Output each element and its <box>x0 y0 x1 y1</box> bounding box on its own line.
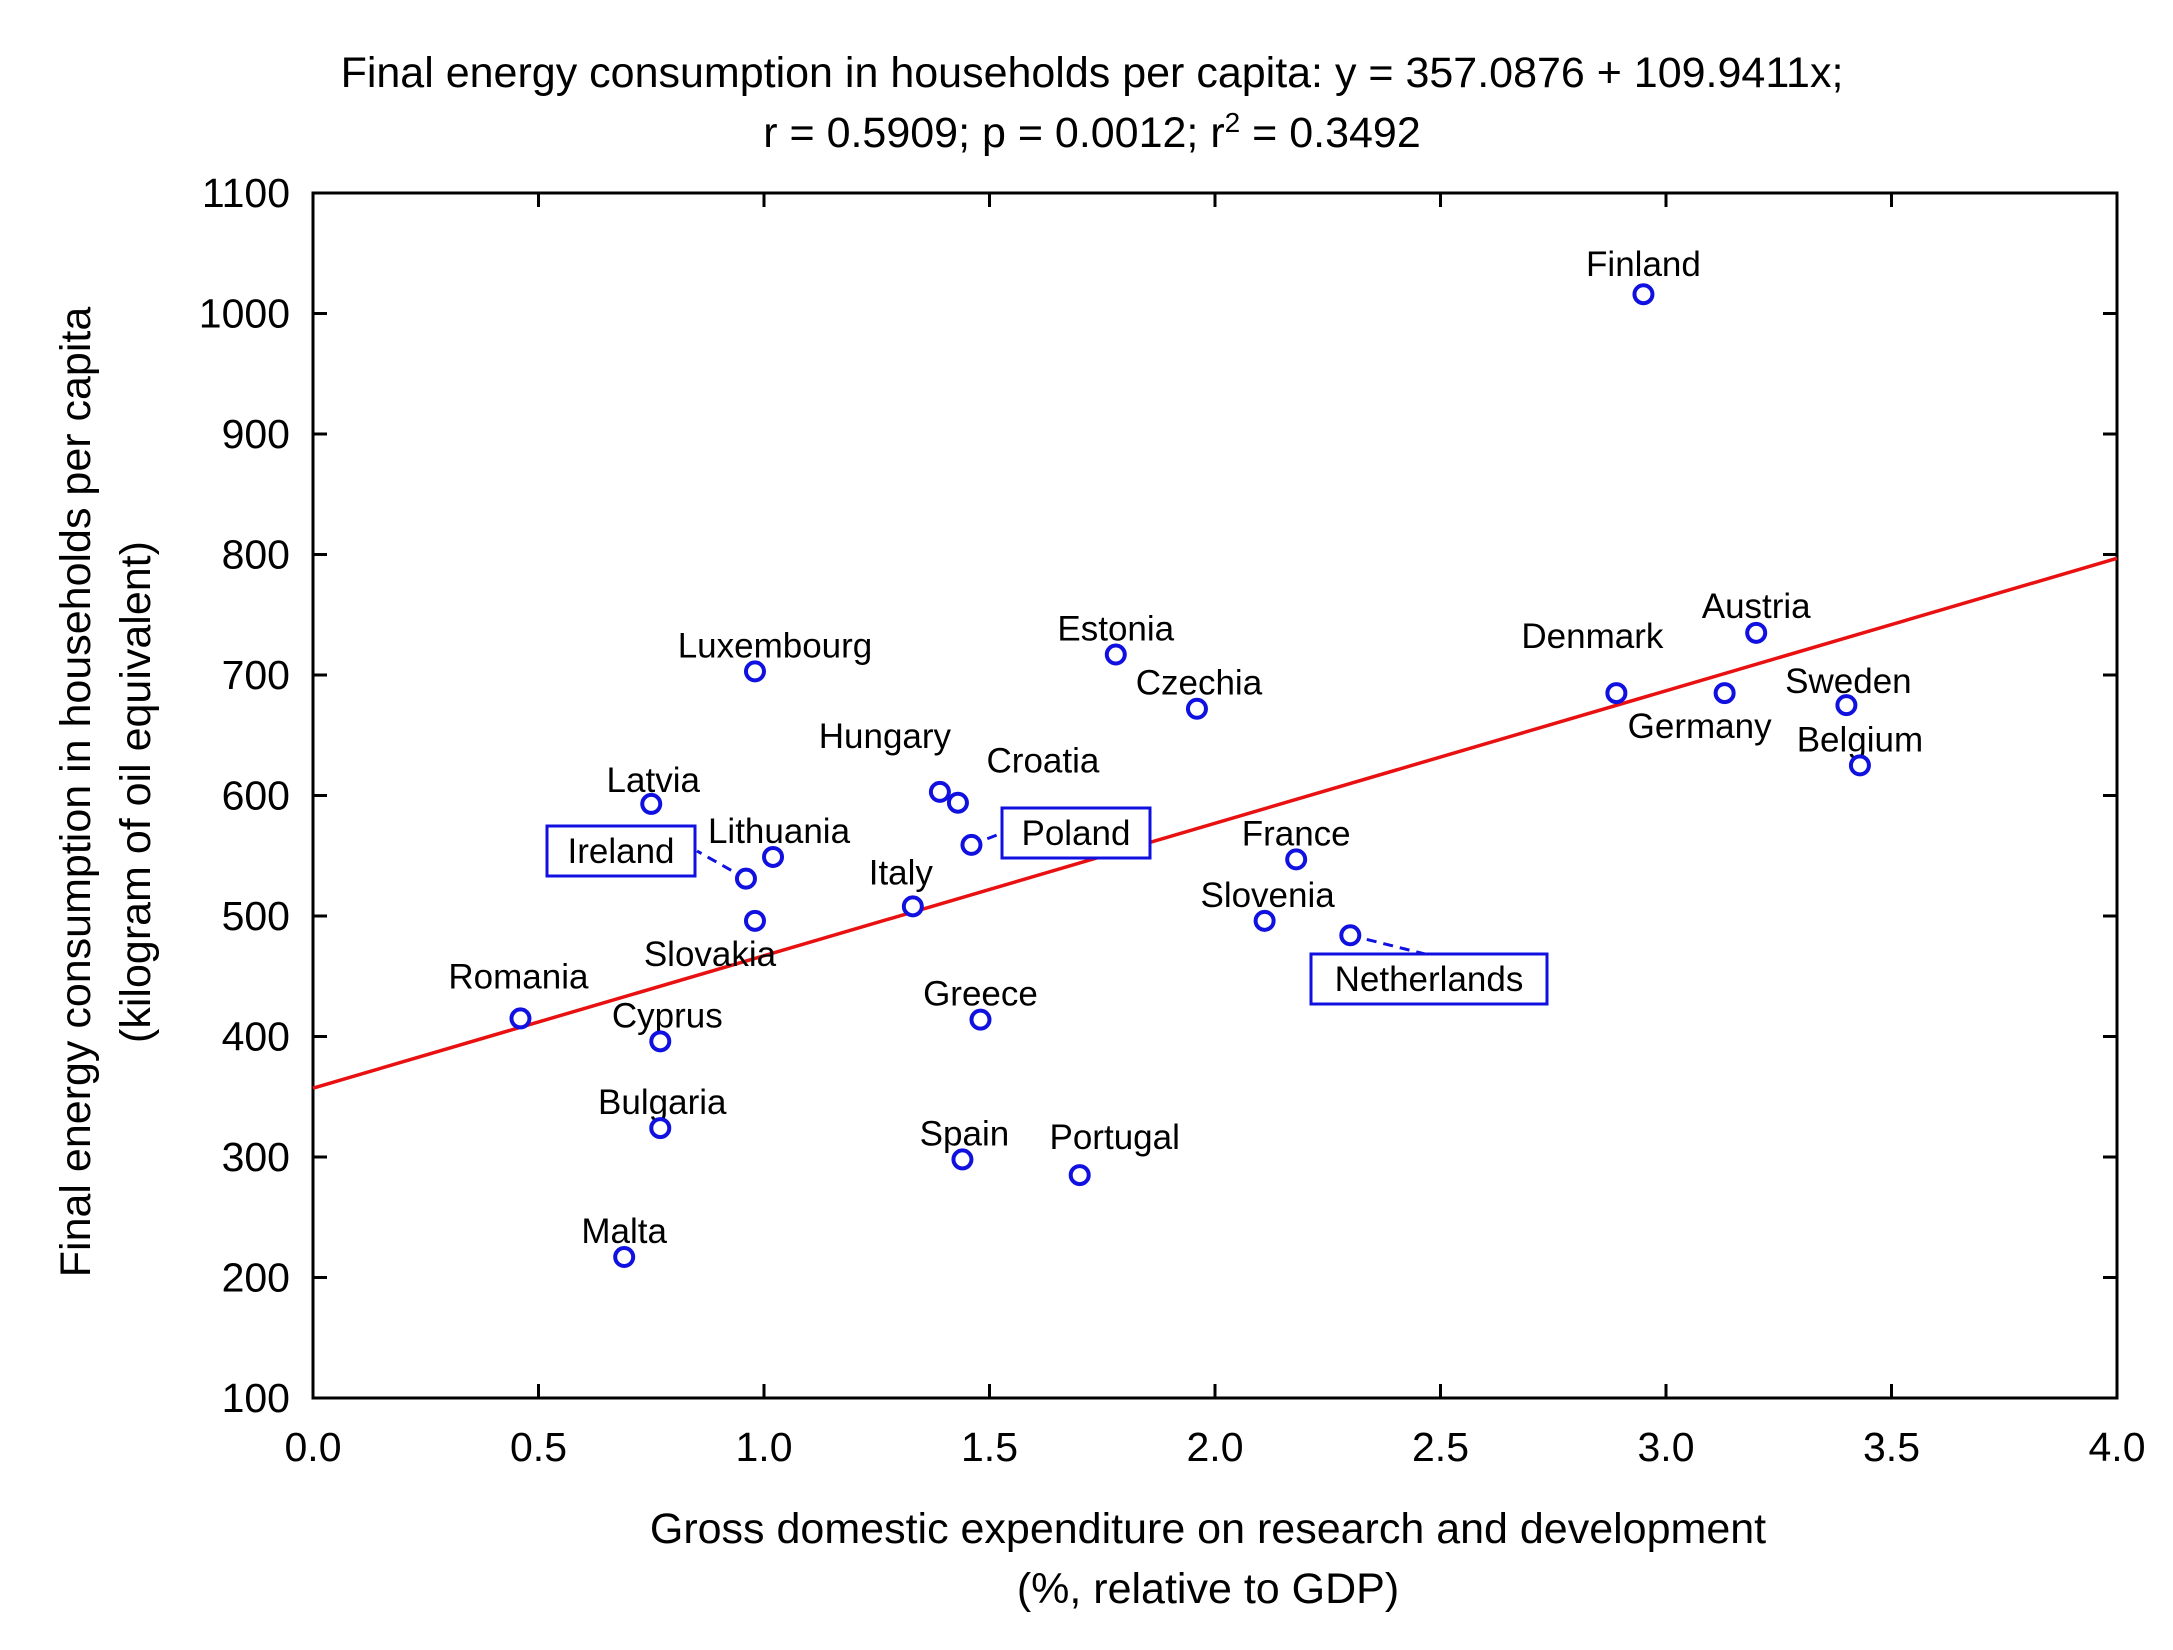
y-axis-title-line1: Final energy consumption in households p… <box>52 307 100 1278</box>
x-tick-label: 1.5 <box>961 1424 1018 1470</box>
data-point-germany <box>1713 682 1736 705</box>
callout-box-poland <box>1000 806 1152 860</box>
point-label-belgium: Belgium <box>1797 720 1923 759</box>
y-tick-label: 200 <box>222 1255 290 1301</box>
data-point-finland <box>1632 283 1655 306</box>
chart-title-superscript: 2 <box>1225 107 1241 138</box>
y-tick-label: 400 <box>222 1014 290 1060</box>
y-tick-label: 300 <box>222 1134 290 1180</box>
data-point-poland <box>960 833 983 856</box>
point-label-finland: Finland <box>1586 245 1701 284</box>
data-point-greece <box>969 1008 992 1031</box>
data-point-malta <box>613 1246 636 1269</box>
point-label-denmark: Denmark <box>1521 617 1663 656</box>
callout-line-netherlands <box>1349 933 1426 956</box>
x-tick-label: 3.5 <box>1863 1424 1920 1470</box>
callout-box-netherlands <box>1309 952 1549 1006</box>
point-label-lithuania: Lithuania <box>708 812 851 851</box>
data-point-bulgaria <box>649 1117 672 1140</box>
x-tick-label: 3.0 <box>1638 1424 1695 1470</box>
y-axis-title-line2: (kilogram of oil equivalent) <box>112 541 160 1043</box>
data-point-netherlands <box>1339 924 1362 947</box>
data-point-luxembourg <box>743 660 766 683</box>
y-tick-label: 1000 <box>199 291 290 337</box>
x-tick-label: 2.0 <box>1187 1424 1244 1470</box>
data-point-belgium <box>1848 754 1871 777</box>
data-point-estonia <box>1104 643 1127 666</box>
point-label-bulgaria: Bulgaria <box>598 1083 727 1122</box>
point-label-portugal: Portugal <box>1050 1118 1180 1157</box>
point-label-italy: Italy <box>869 853 934 892</box>
x-axis-title-line2: (%, relative to GDP) <box>1017 1565 1399 1613</box>
chart-title-line1: Final energy consumption in households p… <box>341 49 1844 97</box>
x-tick-label: 2.5 <box>1412 1424 1469 1470</box>
point-label-croatia: Croatia <box>987 742 1100 781</box>
point-label-poland: Poland <box>1022 814 1131 853</box>
chart-title-r2-value: = 0.3492 <box>1240 109 1421 157</box>
data-point-denmark <box>1605 682 1628 705</box>
point-label-slovenia: Slovenia <box>1200 876 1335 915</box>
chart-title-line2: r = 0.5909; p = 0.0012; r2 = 0.3492 <box>763 107 1421 158</box>
data-point-croatia <box>946 791 969 814</box>
data-point-romania <box>509 1007 532 1030</box>
chart-title-stats: r = 0.5909; p = 0.0012; r <box>763 109 1224 157</box>
y-tick-label: 900 <box>222 411 290 457</box>
data-point-france <box>1285 848 1308 871</box>
y-tick-label: 800 <box>222 532 290 578</box>
data-point-spain <box>951 1148 974 1171</box>
point-label-austria: Austria <box>1702 587 1811 626</box>
point-label-luxembourg: Luxembourg <box>678 626 873 665</box>
data-point-hungary <box>928 780 951 803</box>
x-tick-label: 0.5 <box>510 1424 567 1470</box>
point-label-estonia: Estonia <box>1057 610 1174 649</box>
data-point-italy <box>901 895 924 918</box>
point-label-hungary: Hungary <box>819 717 952 756</box>
point-label-spain: Spain <box>920 1114 1010 1153</box>
data-point-sweden <box>1835 694 1858 717</box>
point-label-netherlands: Netherlands <box>1335 960 1524 999</box>
x-axis-title-line1: Gross domestic expenditure on research a… <box>650 1505 1766 1553</box>
data-point-czechia <box>1185 697 1208 720</box>
point-label-ireland: Ireland <box>567 832 674 871</box>
data-point-latvia <box>640 792 663 815</box>
point-label-germany: Germany <box>1628 707 1772 746</box>
point-label-czechia: Czechia <box>1136 664 1263 703</box>
y-tick-label: 600 <box>222 773 290 819</box>
data-point-slovakia <box>743 909 766 932</box>
data-point-ireland <box>734 867 757 890</box>
point-label-france: France <box>1242 814 1351 853</box>
x-tick-label: 4.0 <box>2089 1424 2146 1470</box>
y-tick-label: 500 <box>222 893 290 939</box>
data-point-cyprus <box>649 1030 672 1053</box>
callout-box-ireland <box>545 824 697 878</box>
y-tick-label: 1100 <box>202 170 290 216</box>
data-point-lithuania <box>762 845 785 868</box>
data-point-austria <box>1745 621 1768 644</box>
point-label-greece: Greece <box>923 975 1038 1014</box>
point-label-cyprus: Cyprus <box>612 996 723 1035</box>
plot-area: 0.0 0.5 1.0 1.5 2.0 2.5 3.0 3.5 4.0 100 200 300 400 5… <box>199 170 2146 1470</box>
data-point-slovenia <box>1253 909 1276 932</box>
regression-line <box>312 556 2118 1090</box>
x-tick-label: 0.0 <box>285 1424 342 1470</box>
y-tick-label: 700 <box>222 652 290 698</box>
point-label-romania: Romania <box>448 957 589 996</box>
x-tick-label: 1.0 <box>736 1424 793 1470</box>
data-point-portugal <box>1068 1164 1091 1187</box>
point-label-slovakia: Slovakia <box>644 935 777 974</box>
y-tick-label: 100 <box>222 1375 290 1421</box>
point-label-malta: Malta <box>581 1212 667 1251</box>
